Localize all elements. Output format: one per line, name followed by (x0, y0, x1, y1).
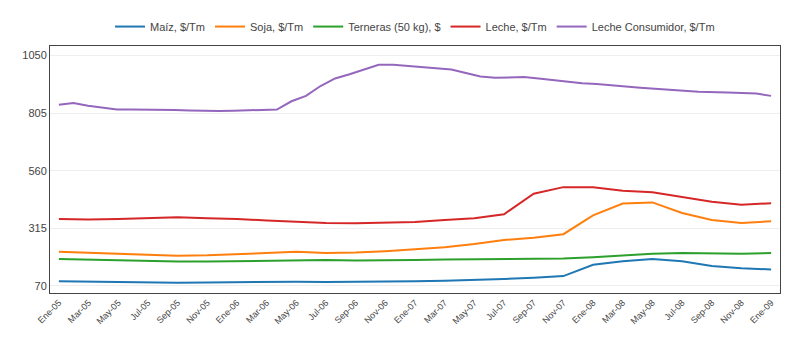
svg-text:Jul-06: Jul-06 (306, 298, 330, 322)
svg-text:Nov-08: Nov-08 (718, 298, 746, 326)
svg-text:Mar-06: Mar-06 (244, 298, 271, 325)
svg-text:Leche, $/Tm: Leche, $/Tm (486, 21, 547, 33)
svg-text:1050: 1050 (22, 49, 46, 61)
svg-text:Sep-07: Sep-07 (511, 298, 539, 326)
svg-text:Mar-08: Mar-08 (600, 298, 627, 325)
svg-text:May-06: May-06 (273, 298, 301, 326)
svg-text:70: 70 (35, 280, 47, 292)
svg-text:Terneras (50 kg), $: Terneras (50 kg), $ (348, 21, 440, 33)
svg-text:Mar-05: Mar-05 (66, 298, 93, 325)
svg-text:Jul-07: Jul-07 (484, 298, 508, 322)
svg-text:Ene-09: Ene-09 (748, 298, 776, 326)
svg-text:Ene-05: Ene-05 (36, 298, 64, 326)
svg-text:Ene-06: Ene-06 (214, 298, 242, 326)
svg-text:315: 315 (28, 222, 46, 234)
svg-text:805: 805 (28, 107, 46, 119)
svg-text:Sep-08: Sep-08 (689, 298, 717, 326)
svg-text:Soja, $/Tm: Soja, $/Tm (250, 21, 303, 33)
svg-text:Nov-05: Nov-05 (184, 298, 212, 326)
svg-text:May-05: May-05 (95, 298, 123, 326)
svg-text:Jul-08: Jul-08 (662, 298, 686, 322)
svg-text:Sep-06: Sep-06 (333, 298, 361, 326)
svg-text:May-08: May-08 (629, 298, 657, 326)
svg-text:Nov-07: Nov-07 (540, 298, 568, 326)
svg-text:May-07: May-07 (451, 298, 479, 326)
svg-text:Ene-07: Ene-07 (392, 298, 420, 326)
svg-text:Jul-05: Jul-05 (128, 298, 152, 322)
svg-text:560: 560 (28, 165, 46, 177)
svg-text:Leche Consumidor, $/Tm: Leche Consumidor, $/Tm (592, 21, 715, 33)
svg-text:Nov-06: Nov-06 (362, 298, 390, 326)
svg-text:Ene-08: Ene-08 (570, 298, 598, 326)
svg-text:Maíz, $/Tm: Maíz, $/Tm (150, 21, 205, 33)
svg-text:Sep-05: Sep-05 (155, 298, 183, 326)
svg-text:Mar-07: Mar-07 (422, 298, 449, 325)
